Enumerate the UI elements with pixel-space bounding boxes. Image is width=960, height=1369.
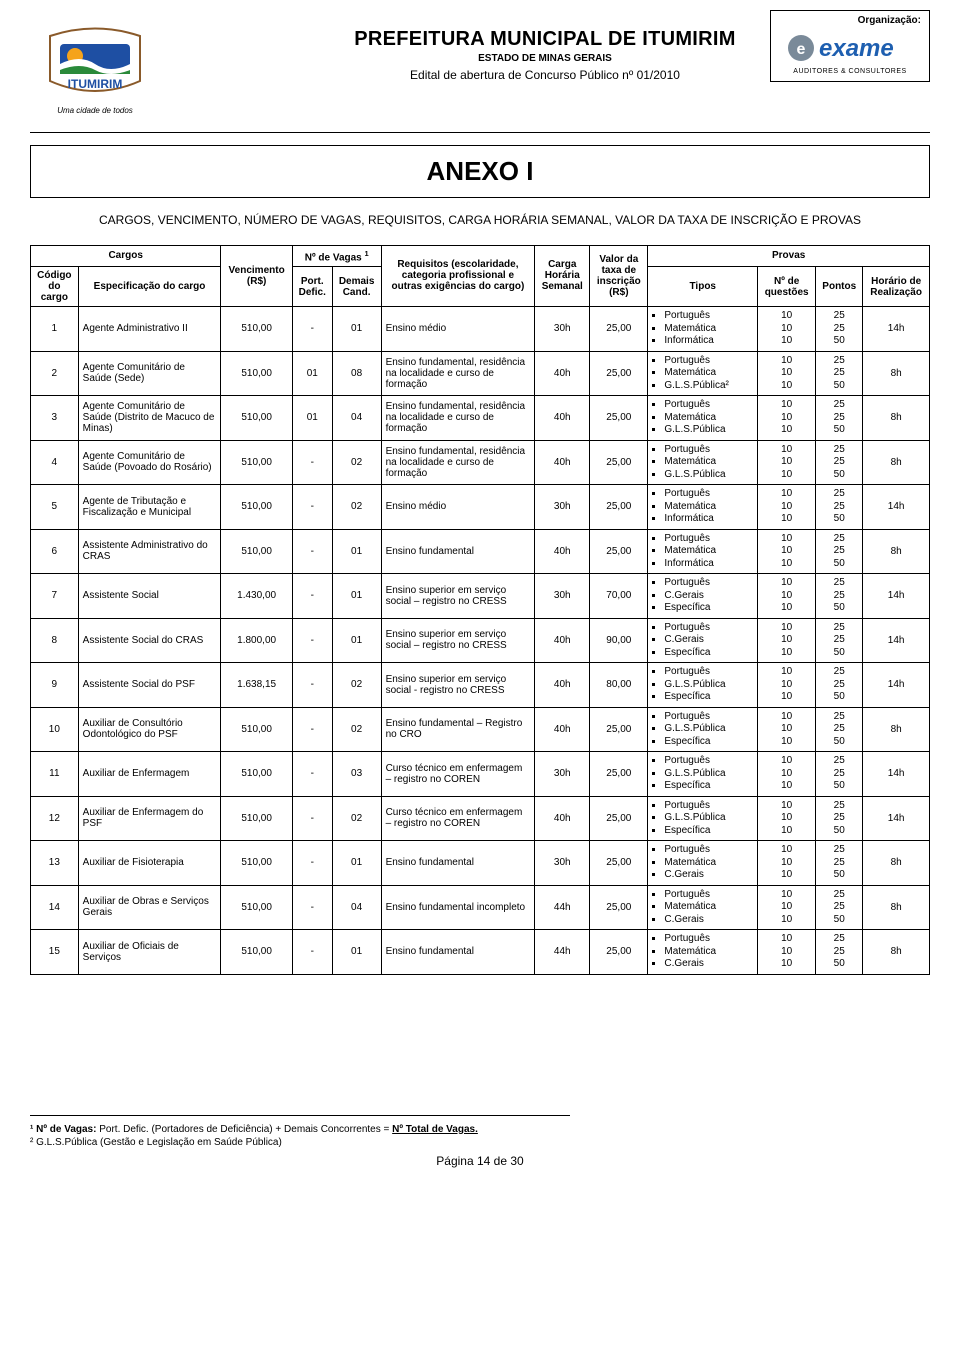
anexo-title: ANEXO I [30,145,930,198]
logo-tagline: Uma cidade de todos [57,106,133,115]
th-vencimento: Vencimento (R$) [221,245,293,306]
header-rule [30,132,930,133]
page-number: Página 14 de 30 [30,1154,930,1168]
th-cargos: Cargos [31,245,221,266]
svg-text:ITUMIRIM: ITUMIRIM [68,77,123,91]
anexo-subtitle: CARGOS, VENCIMENTO, NÚMERO DE VAGAS, REQ… [70,212,890,229]
table-row: 15Auxiliar de Oficiais de Serviços510,00… [31,930,930,975]
th-nvagas: Nº de Vagas 1 [292,245,381,266]
table-row: 5Agente de Tributação e Fiscalização e M… [31,485,930,530]
th-espec: Especificação do cargo [78,267,221,307]
th-tipos: Tipos [648,267,758,307]
th-pontos: Pontos [816,267,863,307]
municipal-logo: ITUMIRIM Uma cidade de todos [30,20,160,120]
org-box: Organização: e exame AUDITORES & CONSULT… [770,10,930,82]
th-port-defic: Port. Defic. [292,267,332,307]
footnotes: ¹ Nº de Vagas: Port. Defic. (Portadores … [30,1115,570,1148]
table-row: 4Agente Comunitário de Saúde (Povoado do… [31,440,930,485]
table-row: 10Auxiliar de Consultório Odontológico d… [31,707,930,752]
org-sub: AUDITORES & CONSULTORES [779,68,921,75]
table-row: 2Agente Comunitário de Saúde (Sede)510,0… [31,351,930,396]
org-label: Organização: [779,15,921,26]
table-row: 12Auxiliar de Enfermagem do PSF510,00-02… [31,796,930,841]
footnote-2: ² G.L.S.Pública (Gestão e Legislação em … [30,1137,570,1148]
th-horario: Horário de Realização [863,267,930,307]
footnote-1-text: Port. Defic. (Portadores de Deficiência)… [96,1124,392,1135]
table-row: 3Agente Comunitário de Saúde (Distrito d… [31,396,930,441]
table-row: 6Assistente Administrativo do CRAS510,00… [31,529,930,574]
footnote-1-bold: Nº Total de Vagas. [392,1124,478,1135]
svg-text:exame: exame [819,35,894,62]
cargos-table: Cargos Vencimento (R$) Nº de Vagas 1 Req… [30,245,930,975]
table-row: 14Auxiliar de Obras e Serviços Gerais510… [31,885,930,930]
th-demais: Demais Cand. [332,267,381,307]
table-row: 7Assistente Social1.430,00-01Ensino supe… [31,574,930,619]
table-row: 8Assistente Social do CRAS1.800,00-01Ens… [31,618,930,663]
th-requisitos: Requisitos (escolaridade, categoria prof… [381,245,535,306]
table-row: 1Agente Administrativo II510,00-01Ensino… [31,307,930,352]
svg-text:e: e [797,41,806,58]
footnote-1-label: ¹ Nº de Vagas: [30,1124,96,1135]
table-row: 11Auxiliar de Enfermagem510,00-03Curso t… [31,752,930,797]
th-taxa: Valor da taxa de inscrição (R$) [590,245,648,306]
th-provas: Provas [648,245,930,266]
table-row: 9Assistente Social do PSF1.638,15-02Ensi… [31,663,930,708]
table-row: 13Auxiliar de Fisioterapia510,00-01Ensin… [31,841,930,886]
th-codigo: Código do cargo [31,267,79,307]
th-nq: Nº de questões [758,267,816,307]
th-carga: Carga Horária Semanal [535,245,590,306]
